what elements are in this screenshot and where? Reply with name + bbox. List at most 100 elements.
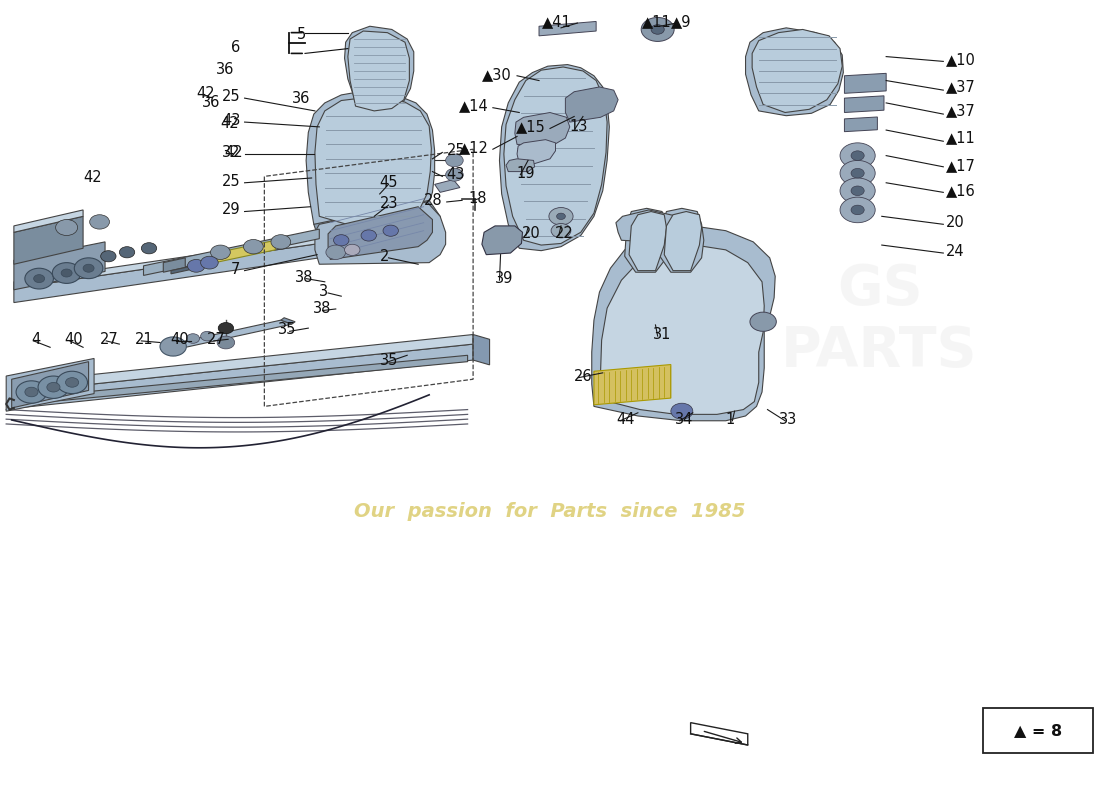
Polygon shape [18,344,473,408]
Text: 42: 42 [224,145,243,160]
Text: 25: 25 [447,143,465,158]
Polygon shape [12,362,89,408]
Text: ▲11: ▲11 [642,14,672,29]
Circle shape [446,154,463,167]
Circle shape [16,381,47,403]
Text: 42: 42 [220,116,239,131]
Polygon shape [515,113,570,145]
Polygon shape [214,240,275,262]
Circle shape [39,376,69,398]
Text: Our  passion  for  Parts  since  1985: Our passion for Parts since 1985 [354,502,746,522]
Text: ▲37: ▲37 [946,79,976,94]
Text: 29: 29 [221,202,240,218]
Text: 36: 36 [292,90,310,106]
Text: 45: 45 [379,175,398,190]
Text: ▲10: ▲10 [946,52,976,67]
Polygon shape [517,140,556,164]
Text: 19: 19 [516,166,535,181]
Polygon shape [625,208,669,272]
Polygon shape [14,210,84,232]
Polygon shape [629,211,667,270]
Circle shape [851,169,865,178]
Polygon shape [314,200,440,240]
Text: ▲14: ▲14 [459,98,488,114]
Circle shape [47,382,60,392]
Circle shape [446,169,463,181]
Polygon shape [306,90,434,236]
Circle shape [851,205,865,214]
Circle shape [200,331,213,341]
Text: 7: 7 [231,262,240,277]
Polygon shape [280,318,295,324]
Text: 3: 3 [319,284,329,299]
Polygon shape [565,87,618,122]
Text: ▲41: ▲41 [542,14,572,29]
Polygon shape [845,117,878,132]
Circle shape [75,258,103,278]
Text: 43: 43 [447,167,465,182]
Polygon shape [344,26,414,113]
Circle shape [840,161,876,186]
Circle shape [200,256,218,269]
Text: 5: 5 [297,26,306,42]
Circle shape [840,197,876,222]
Circle shape [551,223,571,238]
Text: ▲15: ▲15 [516,119,546,134]
Text: 25: 25 [221,89,240,104]
Circle shape [66,378,79,387]
Polygon shape [14,216,84,264]
Polygon shape [592,226,776,421]
Polygon shape [143,229,319,275]
Text: 38: 38 [295,270,313,285]
Polygon shape [434,179,460,192]
Text: ▲9: ▲9 [671,14,691,29]
Circle shape [243,239,263,254]
Polygon shape [845,74,887,94]
Polygon shape [315,202,446,264]
Text: ▲11: ▲11 [946,130,976,146]
Circle shape [344,244,360,255]
Text: 28: 28 [424,193,442,208]
Text: 2: 2 [379,249,389,264]
Polygon shape [504,67,607,245]
Circle shape [641,18,674,42]
Text: 42: 42 [196,86,214,101]
Text: ▲16: ▲16 [946,183,976,198]
Polygon shape [482,226,522,254]
Circle shape [840,143,876,169]
Text: ▲ = 8: ▲ = 8 [1014,723,1062,738]
Polygon shape [664,211,702,270]
Circle shape [840,178,876,203]
Text: 21: 21 [134,332,153,347]
Polygon shape [506,159,535,171]
Text: 22: 22 [554,226,573,242]
Circle shape [56,219,78,235]
Polygon shape [348,31,409,111]
Text: 43: 43 [222,113,240,128]
Text: 42: 42 [84,170,101,186]
Text: 13: 13 [570,119,589,134]
Text: 24: 24 [946,244,964,259]
Text: 33: 33 [779,412,796,426]
Circle shape [62,269,73,277]
Text: 20: 20 [521,226,540,242]
Polygon shape [601,245,764,414]
Polygon shape [14,242,106,290]
Polygon shape [170,320,292,348]
Circle shape [651,25,664,34]
Circle shape [851,151,865,161]
Text: ▲17: ▲17 [946,158,976,173]
Circle shape [141,242,156,254]
Circle shape [53,262,81,283]
Text: 38: 38 [312,302,331,317]
Circle shape [210,245,230,259]
Text: ▲37: ▲37 [946,103,976,118]
Circle shape [101,250,116,262]
Circle shape [217,336,234,349]
Text: 32: 32 [222,145,240,160]
Text: 6: 6 [231,39,240,54]
Polygon shape [18,334,473,392]
Polygon shape [691,722,748,745]
Circle shape [34,274,45,282]
Text: 35: 35 [379,353,398,367]
